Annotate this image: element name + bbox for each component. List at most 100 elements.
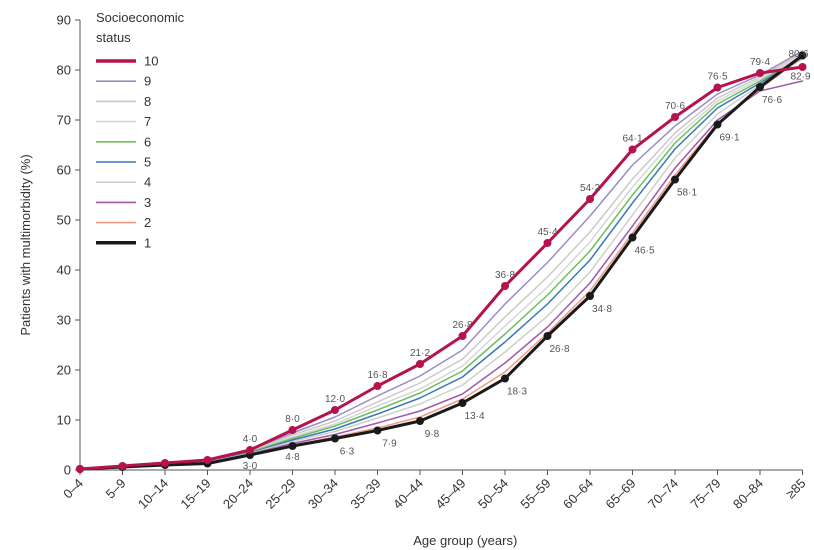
legend-label-3: 3 [144, 195, 151, 210]
legend-label-7: 7 [144, 114, 151, 129]
series-10-point [458, 332, 467, 340]
x-axis-ticks: 0–4 5–9 10–14 15–19 20–24 25–29 30–34 35–39 40–4… [60, 470, 809, 512]
series-1-point [458, 399, 467, 407]
y-tick-label: 20 [57, 363, 71, 378]
data-label: 21·2 [410, 348, 430, 359]
data-label: 12·0 [325, 394, 345, 405]
y-tick-label: 40 [57, 263, 71, 278]
x-tick-label: 10–14 [135, 476, 171, 512]
y-tick-label: 60 [57, 163, 71, 178]
series-1-point [586, 292, 594, 300]
data-label: 13·4 [464, 411, 484, 422]
series-1-point [756, 83, 764, 91]
legend-label-10: 10 [144, 54, 158, 69]
series-line-2 [79, 56, 804, 470]
series-10-point [798, 63, 807, 71]
y-axis-ticks: 0 10 20 30 40 50 60 70 80 90 [57, 13, 80, 478]
series-line-9 [79, 50, 804, 470]
series-10-point [671, 113, 679, 121]
y-tick-label: 80 [57, 63, 71, 78]
data-label: 7·9 [382, 439, 397, 450]
series-1-point [671, 175, 679, 184]
x-tick-label: 55–59 [517, 476, 553, 512]
x-tick-label: 40–44 [390, 476, 426, 512]
y-axis-title: Patients with multimorbidity (%) [18, 154, 33, 335]
x-tick-label: 45–49 [432, 476, 468, 512]
series-line-8 [79, 52, 804, 470]
series-10-point [373, 382, 382, 390]
series-10-point [203, 456, 212, 464]
x-tick-label: 20–24 [220, 476, 256, 512]
series-10-point [118, 462, 127, 470]
y-tick-label: 90 [57, 13, 71, 28]
legend-label-4: 4 [144, 175, 151, 190]
legend-title-line-2: status [96, 30, 131, 45]
axes [79, 20, 803, 471]
data-label: 9·8 [425, 429, 440, 440]
legend-label-5: 5 [144, 155, 151, 170]
x-tick-label: 65–69 [602, 476, 638, 512]
data-label: 69·1 [719, 133, 739, 144]
data-label: 4·0 [243, 434, 258, 445]
y-tick-label: 10 [57, 413, 71, 428]
series-1-point [416, 417, 424, 425]
series-10-point [416, 360, 424, 368]
x-tick-label: 70–74 [645, 476, 681, 512]
x-tick-label: 80–84 [730, 476, 766, 512]
data-label: 3·0 [243, 461, 258, 472]
series-10-point [756, 69, 764, 77]
data-label: 26·8 [549, 344, 569, 355]
x-tick-label: 50–54 [475, 476, 511, 512]
data-label: 82·9 [790, 72, 810, 83]
data-label: 46·5 [634, 246, 654, 257]
series-10-point [501, 282, 509, 290]
legend-label-8: 8 [144, 94, 151, 109]
series-10-point [628, 145, 637, 154]
y-tick-label: 0 [64, 463, 71, 478]
data-label: 18·3 [507, 387, 527, 398]
series-1-point [373, 426, 382, 435]
series-lines [76, 50, 807, 473]
data-label: 54·2 [580, 183, 600, 194]
legend-label-1: 1 [144, 235, 151, 250]
data-label: 76·6 [762, 95, 782, 106]
series-line-1 [78, 54, 804, 471]
x-tick-label: 25–29 [262, 476, 298, 512]
data-label: 36·8 [495, 270, 515, 281]
series-1-point [288, 442, 297, 450]
x-tick-label: 35–39 [347, 476, 383, 512]
x-tick-label: ≥85 [783, 476, 809, 502]
y-tick-label: 70 [57, 113, 71, 128]
series-10-point [713, 83, 722, 92]
legend-label-6: 6 [144, 134, 151, 149]
series-1-point [543, 332, 552, 340]
legend-title-line-1: Socioeconomic [96, 10, 185, 25]
data-label: 16·8 [367, 370, 387, 381]
data-label: 58·1 [677, 188, 697, 199]
y-tick-label: 50 [57, 213, 71, 228]
x-tick-label: 0–4 [60, 476, 86, 502]
x-tick-label: 30–34 [305, 476, 341, 512]
data-labels: 4·0 8·0 12·0 16·8 21·2 26·8 36·8 45·4 54·2 64·1 70… [243, 49, 811, 472]
series-10-point [246, 446, 254, 454]
legend-label-2: 2 [144, 215, 151, 230]
data-label: 76·5 [707, 72, 727, 83]
data-label: 4·8 [285, 452, 300, 463]
series-1-point [798, 51, 807, 60]
data-label: 6·3 [340, 447, 355, 458]
data-label: 79·4 [750, 57, 770, 68]
series-10-point [161, 459, 169, 467]
x-tick-label: 75–79 [687, 476, 723, 512]
x-tick-label: 15–19 [177, 476, 213, 512]
series-10-point [543, 239, 552, 247]
x-axis-title: Age group (years) [413, 533, 517, 548]
data-label: 80·6 [788, 49, 808, 60]
y-tick-label: 30 [57, 313, 71, 328]
series-1-point [331, 434, 339, 443]
series-1-point [713, 120, 722, 129]
series-10-point [288, 426, 297, 434]
legend-label-9: 9 [144, 74, 151, 89]
data-label: 8·0 [285, 414, 300, 425]
